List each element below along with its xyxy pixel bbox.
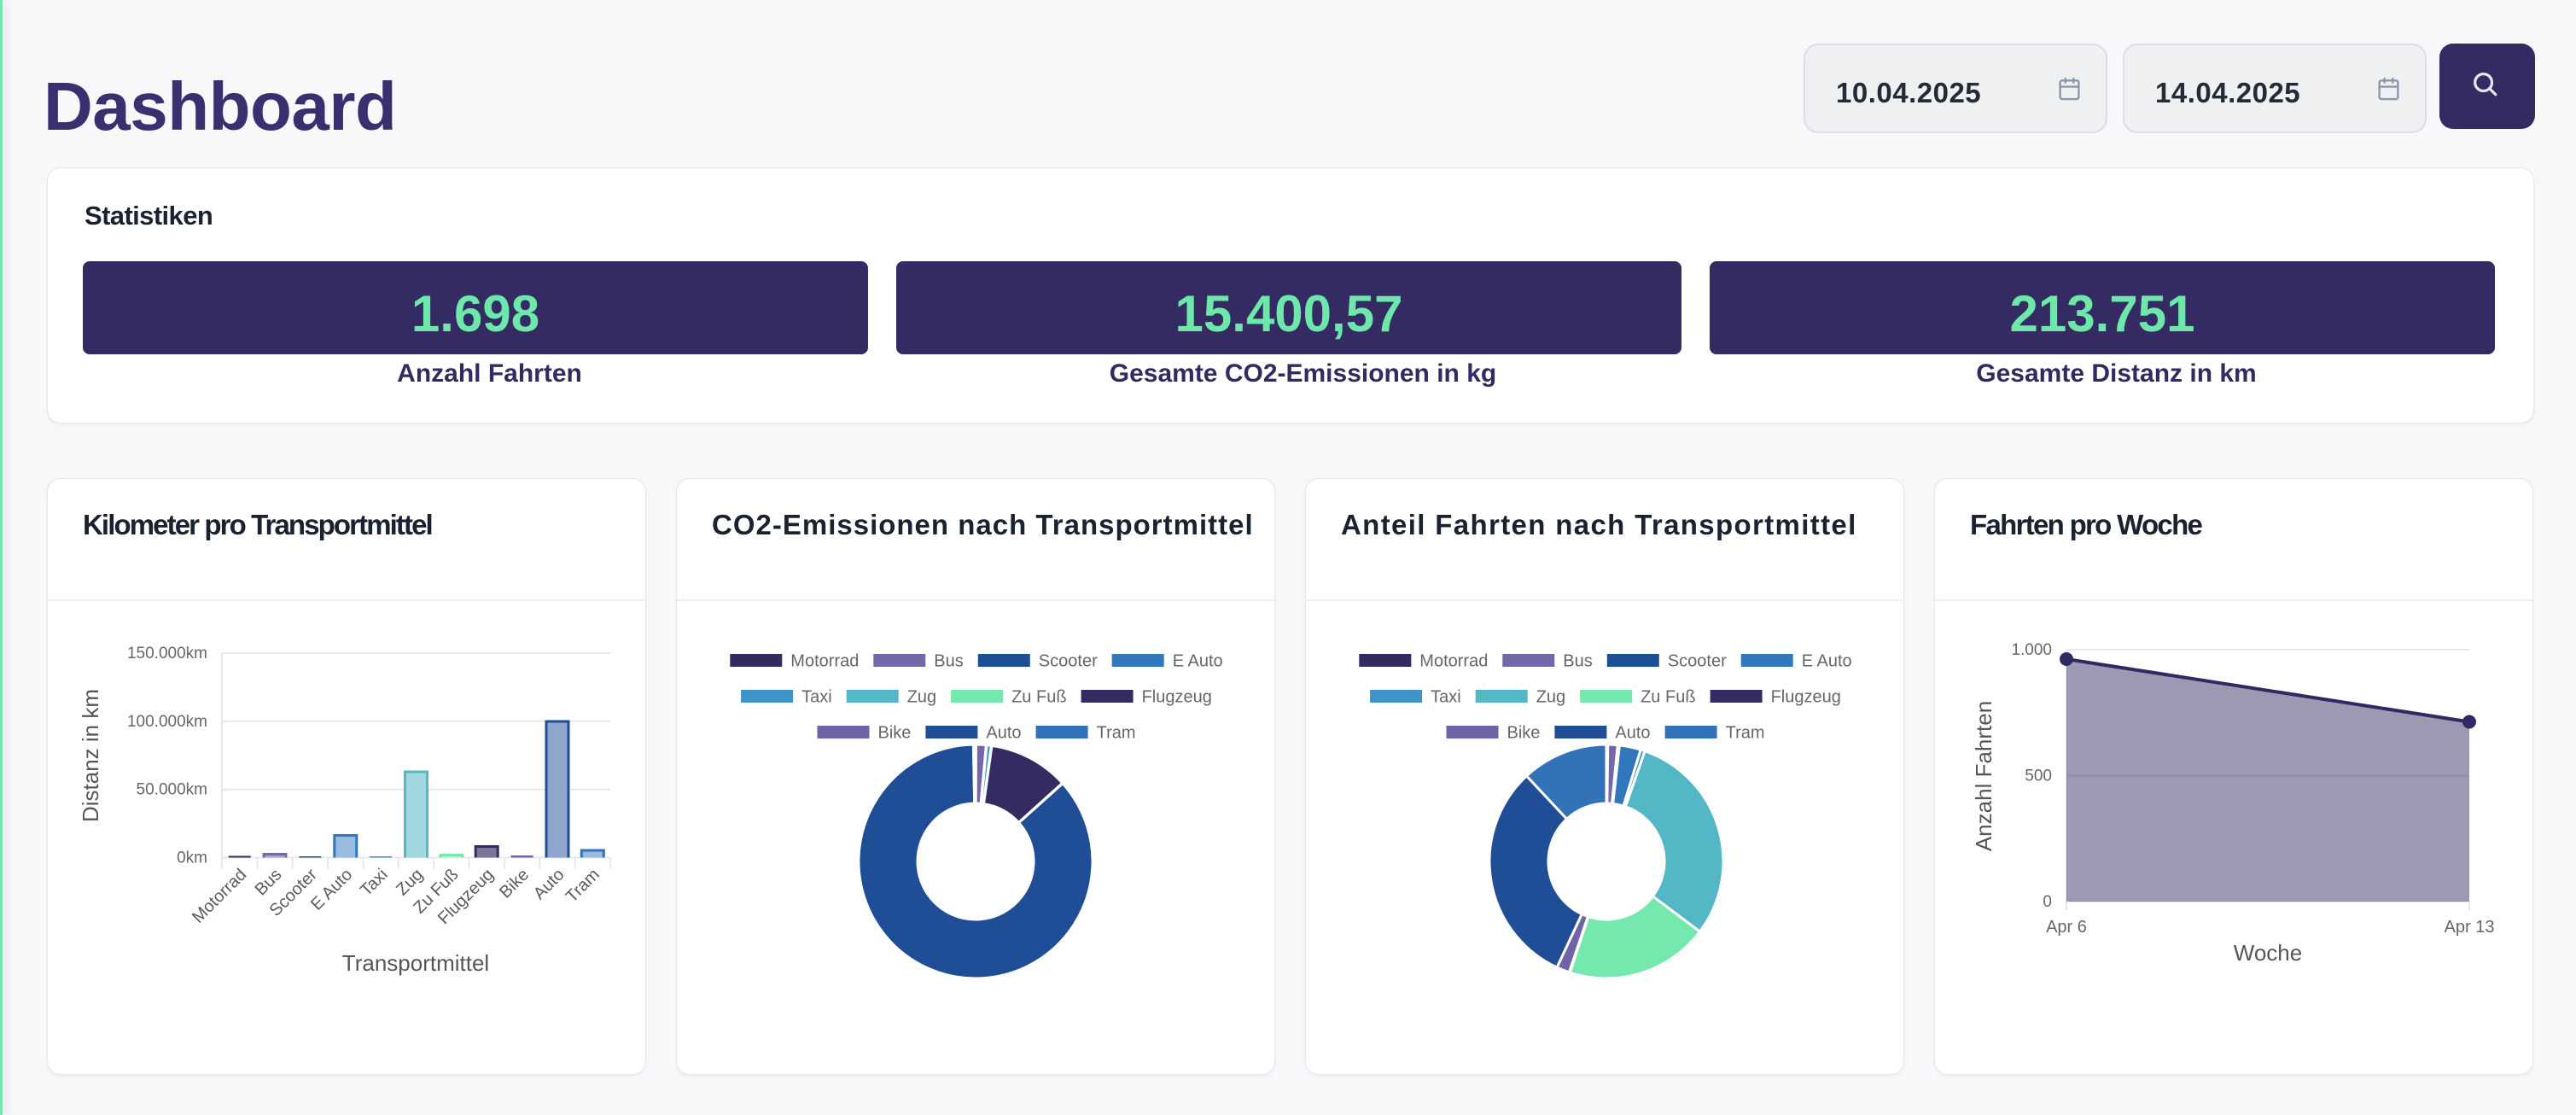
svg-text:Anzahl Fahrten: Anzahl Fahrten (1971, 701, 1996, 851)
svg-text:Bike: Bike (878, 724, 912, 743)
svg-text:150.000km: 150.000km (127, 645, 207, 663)
svg-text:50.000km: 50.000km (137, 781, 207, 799)
svg-text:Auto: Auto (530, 865, 568, 903)
svg-text:Auto: Auto (986, 724, 1021, 743)
svg-text:500: 500 (2025, 768, 2052, 785)
svg-text:Taxi: Taxi (357, 865, 392, 900)
svg-text:Apr 13: Apr 13 (2445, 918, 2495, 937)
svg-text:Transportmittel: Transportmittel (342, 950, 489, 976)
svg-text:Flugzeug: Flugzeug (1142, 688, 1212, 707)
svg-text:100.000km: 100.000km (127, 713, 207, 731)
svg-text:Zu Fuß: Zu Fuß (1011, 688, 1066, 707)
svg-text:Tram: Tram (562, 865, 603, 906)
svg-text:Scooter: Scooter (1668, 652, 1727, 671)
svg-text:0km: 0km (177, 849, 207, 867)
svg-text:Tram: Tram (1726, 724, 1765, 743)
svg-text:Bus: Bus (934, 652, 963, 671)
svg-text:Scooter: Scooter (1039, 652, 1098, 671)
svg-text:Flugzeug: Flugzeug (1771, 688, 1841, 707)
svg-text:Zug: Zug (1536, 688, 1565, 707)
svg-text:Motorrad: Motorrad (189, 865, 250, 926)
svg-text:E Auto: E Auto (1802, 652, 1852, 671)
svg-text:Taxi: Taxi (1431, 688, 1461, 707)
svg-text:Zug: Zug (907, 688, 936, 707)
svg-text:1.000: 1.000 (2011, 641, 2052, 659)
svg-text:Zu Fuß: Zu Fuß (1641, 688, 1695, 707)
svg-text:Woche: Woche (2234, 940, 2302, 966)
svg-text:Distanz in km: Distanz in km (78, 689, 103, 822)
svg-text:Apr 6: Apr 6 (2046, 918, 2087, 937)
svg-text:Taxi: Taxi (801, 688, 832, 707)
svg-text:Bike: Bike (1507, 724, 1541, 743)
svg-text:Auto: Auto (1615, 724, 1650, 743)
svg-text:Bus: Bus (1563, 652, 1592, 671)
svg-text:Motorrad: Motorrad (1419, 652, 1488, 671)
svg-text:Motorrad: Motorrad (790, 652, 859, 671)
svg-text:E Auto: E Auto (1173, 652, 1223, 671)
svg-text:Tram: Tram (1097, 724, 1136, 743)
svg-text:Bike: Bike (496, 865, 533, 902)
svg-text:0: 0 (2043, 893, 2052, 911)
